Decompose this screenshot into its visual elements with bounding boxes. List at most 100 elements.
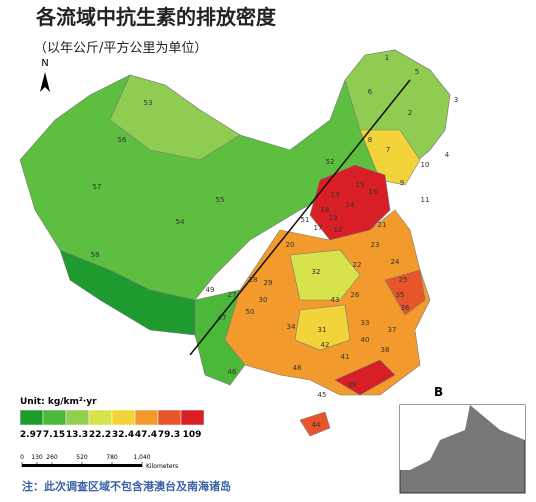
region-labels: 1234567891011121314151617181920212223242…	[91, 54, 459, 429]
region-label: 20	[286, 241, 295, 249]
scale-tick-label: 130	[31, 454, 43, 461]
legend-swatch	[134, 409, 159, 426]
title: 各流域中抗生素的排放密度	[35, 5, 277, 29]
legend-break-label: 7.15	[43, 430, 65, 440]
region-label: 26	[351, 291, 360, 299]
region-label: 50	[246, 308, 255, 316]
region-label: 49	[206, 286, 215, 294]
region-label: 47	[218, 314, 227, 322]
region-label: 42	[321, 341, 330, 349]
scale-bar: 0 130 260 520 780 1,040 Kilometers	[20, 454, 178, 470]
region-label: 23	[371, 241, 380, 249]
region-label: 48	[293, 364, 302, 372]
legend-break-label: 2.97	[20, 430, 42, 440]
region-label: 13	[331, 191, 340, 199]
panel-label: B	[434, 385, 443, 399]
region-label: 32	[312, 268, 321, 276]
region-label: 45	[318, 391, 327, 399]
scale-tick-label: 1,040	[133, 454, 150, 461]
region-label: 21	[378, 221, 387, 229]
region-label: 2	[408, 109, 412, 117]
north-arrow	[40, 72, 50, 92]
legend-swatch	[19, 409, 44, 426]
legend: 2.97 7.15 13.3 22.2 32.4 47.4 79.3 109	[19, 409, 205, 440]
region-label: 7	[386, 146, 390, 154]
region-liaoning	[359, 129, 421, 186]
region-pearl	[334, 359, 396, 396]
region-label: 56	[118, 136, 127, 144]
inset-land	[470, 405, 525, 440]
legend-swatch	[42, 409, 67, 426]
region-label: 51	[301, 216, 310, 224]
region-label: 46	[228, 368, 237, 376]
region-label: 4	[445, 151, 450, 159]
region-label: 36	[401, 304, 410, 312]
region-label: 12	[334, 226, 343, 234]
legend-swatch	[65, 409, 90, 426]
region-label: 28	[249, 276, 258, 284]
legend-break-label: 79.3	[158, 430, 180, 440]
region-label: 10	[421, 161, 430, 169]
legend-swatch	[180, 409, 205, 426]
legend-break-label: 109	[183, 430, 202, 440]
region-label: 19	[329, 214, 338, 222]
legend-break-label: 22.2	[89, 430, 111, 440]
region-label: 18	[321, 206, 330, 214]
region-label: 54	[176, 218, 185, 226]
region-dongting	[294, 304, 351, 351]
region-label: 1	[385, 54, 389, 62]
region-north-china	[309, 164, 391, 241]
legend-swatch	[111, 409, 136, 426]
legend-break-label: 13.3	[66, 430, 88, 440]
region-label: 14	[346, 201, 355, 209]
region-south-west	[194, 289, 246, 386]
region-label: 31	[318, 326, 327, 334]
region-label: 43	[331, 296, 340, 304]
region-label: 55	[216, 196, 225, 204]
region-label: 6	[368, 88, 373, 96]
region-yangtze-delta	[384, 269, 426, 316]
region-hainan	[299, 411, 331, 437]
inset-land	[400, 405, 470, 470]
scale-tick-label: 0	[20, 454, 24, 461]
region-label: 39	[348, 381, 357, 389]
region-label: 35	[396, 291, 405, 299]
region-label: 15	[356, 181, 365, 189]
region-han	[289, 249, 361, 301]
region-label: 33	[361, 319, 370, 327]
region-label: 40	[361, 336, 370, 344]
hu-line	[189, 79, 411, 356]
north-label: N	[41, 58, 48, 69]
region-label: 24	[391, 258, 400, 266]
legend-break-label: 32.4	[112, 430, 134, 440]
region-label: 22	[353, 261, 362, 269]
region-label: 29	[264, 279, 273, 287]
scale-unit: Kilometers	[146, 463, 178, 470]
region-label: 52	[326, 158, 335, 166]
region-label: 3	[454, 96, 458, 104]
region-label: 58	[91, 251, 100, 259]
region-label: 27	[228, 291, 237, 299]
inset-map	[399, 404, 526, 494]
region-label: 16	[369, 188, 378, 196]
scale-tick-label: 260	[46, 454, 58, 461]
region-label: 11	[421, 196, 430, 204]
scale-tick-label: 520	[76, 454, 88, 461]
region-label: 5	[415, 68, 419, 76]
region-label: 30	[259, 296, 268, 304]
region-label: 57	[93, 183, 102, 191]
region-label: 17	[314, 224, 323, 232]
region-label: 8	[368, 136, 372, 144]
legend-unit: Unit: kg/km²·yr	[20, 397, 97, 407]
region-label: 25	[399, 276, 408, 284]
region-label: 9	[400, 179, 404, 187]
note: 注：此次调查区域不包含港澳台及南海诸岛	[22, 479, 231, 493]
legend-swatch	[88, 409, 113, 426]
region-label: 53	[144, 99, 153, 107]
region-label: 37	[388, 326, 397, 334]
legend-break-label: 47.4	[135, 430, 157, 440]
region-mongolia	[109, 74, 241, 161]
legend-swatch	[157, 409, 182, 426]
region-label: 44	[312, 421, 321, 429]
